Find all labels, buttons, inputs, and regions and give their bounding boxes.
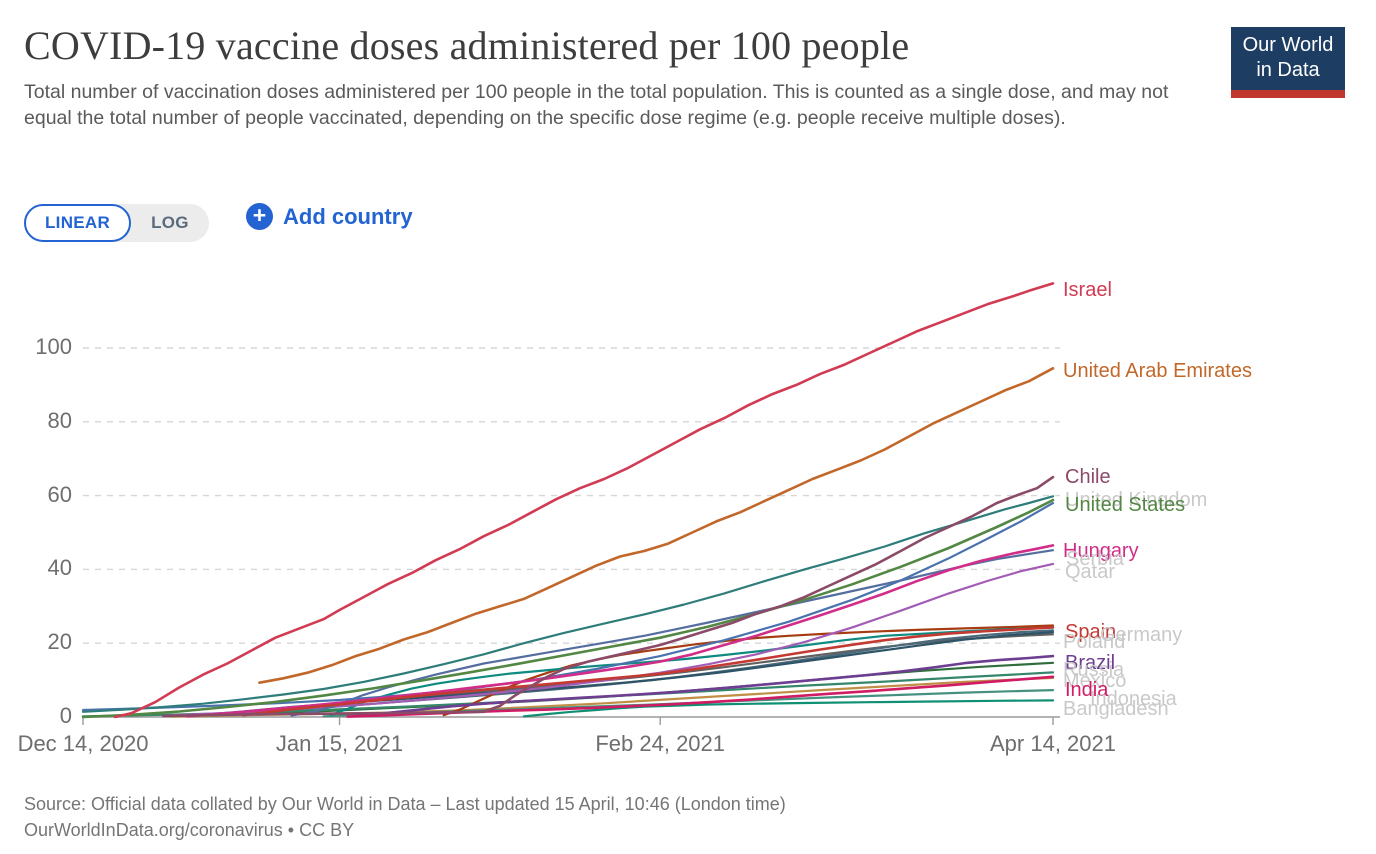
series-line-israel[interactable] xyxy=(113,282,1055,719)
chart-subtitle: Total number of vaccination doses admini… xyxy=(24,81,1169,129)
y-axis-tick-label: 60 xyxy=(47,481,72,507)
x-axis xyxy=(82,716,1060,725)
license-text: • CC BY xyxy=(282,820,355,840)
add-country-button[interactable]: + Add country xyxy=(246,203,413,230)
country-label-brazil[interactable]: Brazil xyxy=(1065,652,1116,674)
country-label-mexico[interactable]: Mexico xyxy=(1063,670,1127,692)
country-label-qatar[interactable]: Qatar xyxy=(1065,561,1116,583)
series-line-chile[interactable] xyxy=(161,475,1055,718)
scale-toggle: LINEAR LOG xyxy=(24,204,209,242)
series-line-turkey[interactable] xyxy=(330,626,1055,716)
linear-scale-button[interactable]: LINEAR xyxy=(24,204,132,242)
series-line-united-kingdom[interactable] xyxy=(81,495,1055,713)
owid-logo-red-bar xyxy=(1231,90,1345,98)
source-link[interactable]: OurWorldInData.org/coronavirus xyxy=(24,820,283,840)
country-label-russia[interactable]: Russia xyxy=(1063,659,1125,681)
country-label-bangladesh[interactable]: Bangladesh xyxy=(1063,698,1169,720)
country-label-indonesia[interactable]: Indonesia xyxy=(1090,688,1177,710)
country-label-india[interactable]: India xyxy=(1065,679,1109,701)
country-label-serbia[interactable]: Serbia xyxy=(1066,548,1124,570)
series-line-bangladesh[interactable] xyxy=(522,699,1055,718)
y-axis-tick-label: 40 xyxy=(47,555,72,581)
y-axis-tick-label: 100 xyxy=(35,334,72,359)
country-label-poland[interactable]: Poland xyxy=(1063,631,1126,653)
country-label-hungary[interactable]: Hungary xyxy=(1063,540,1139,562)
x-axis-tick-label: Jan 15, 2021 xyxy=(275,731,404,756)
log-scale-button[interactable]: LOG xyxy=(131,204,209,242)
series-line-spain[interactable] xyxy=(242,625,1055,717)
country-label-spain[interactable]: Spain xyxy=(1065,621,1117,643)
x-axis-tick-label: Apr 14, 2021 xyxy=(990,731,1116,756)
gridlines xyxy=(83,347,1060,644)
page-title: COVID-19 vaccine doses administered per … xyxy=(24,23,910,68)
series-line-qatar[interactable] xyxy=(162,562,1055,718)
series-line-brazil[interactable] xyxy=(354,654,1055,718)
x-axis-tick-label: Dec 14, 2020 xyxy=(17,731,149,756)
country-label-united-kingdom[interactable]: United Kingdom xyxy=(1065,489,1208,511)
y-axis-tick-label: 80 xyxy=(47,407,72,433)
series-line-bahrain[interactable] xyxy=(81,501,1055,712)
add-country-label: Add country xyxy=(283,203,413,229)
country-label-united-arab-emirates[interactable]: United Arab Emirates xyxy=(1063,360,1252,382)
country-label-israel[interactable]: Israel xyxy=(1063,279,1112,301)
x-axis-tick-label: Feb 24, 2021 xyxy=(595,731,726,756)
country-label-chile[interactable]: Chile xyxy=(1065,466,1111,488)
series-line-united-arab-emirates[interactable] xyxy=(258,366,1055,685)
series-line-morocco[interactable] xyxy=(442,624,1055,717)
country-label-united-states[interactable]: United States xyxy=(1065,494,1186,516)
y-axis-tick-label: 0 xyxy=(59,703,72,728)
plus-icon: + xyxy=(246,203,273,230)
y-axis-tick-label: 20 xyxy=(47,629,72,655)
series-line-united-states[interactable] xyxy=(81,498,1055,719)
series-lines xyxy=(81,282,1055,719)
source-note: Source: Official data collated by Our Wo… xyxy=(24,791,786,843)
country-label-germany[interactable]: Germany xyxy=(1100,624,1183,646)
owid-logo-text: Our World in Data xyxy=(1231,27,1345,90)
owid-logo: Our World in Data xyxy=(1231,27,1345,98)
source-line: Source: Official data collated by Our Wo… xyxy=(24,794,786,814)
series-line-hungary[interactable] xyxy=(185,544,1055,718)
